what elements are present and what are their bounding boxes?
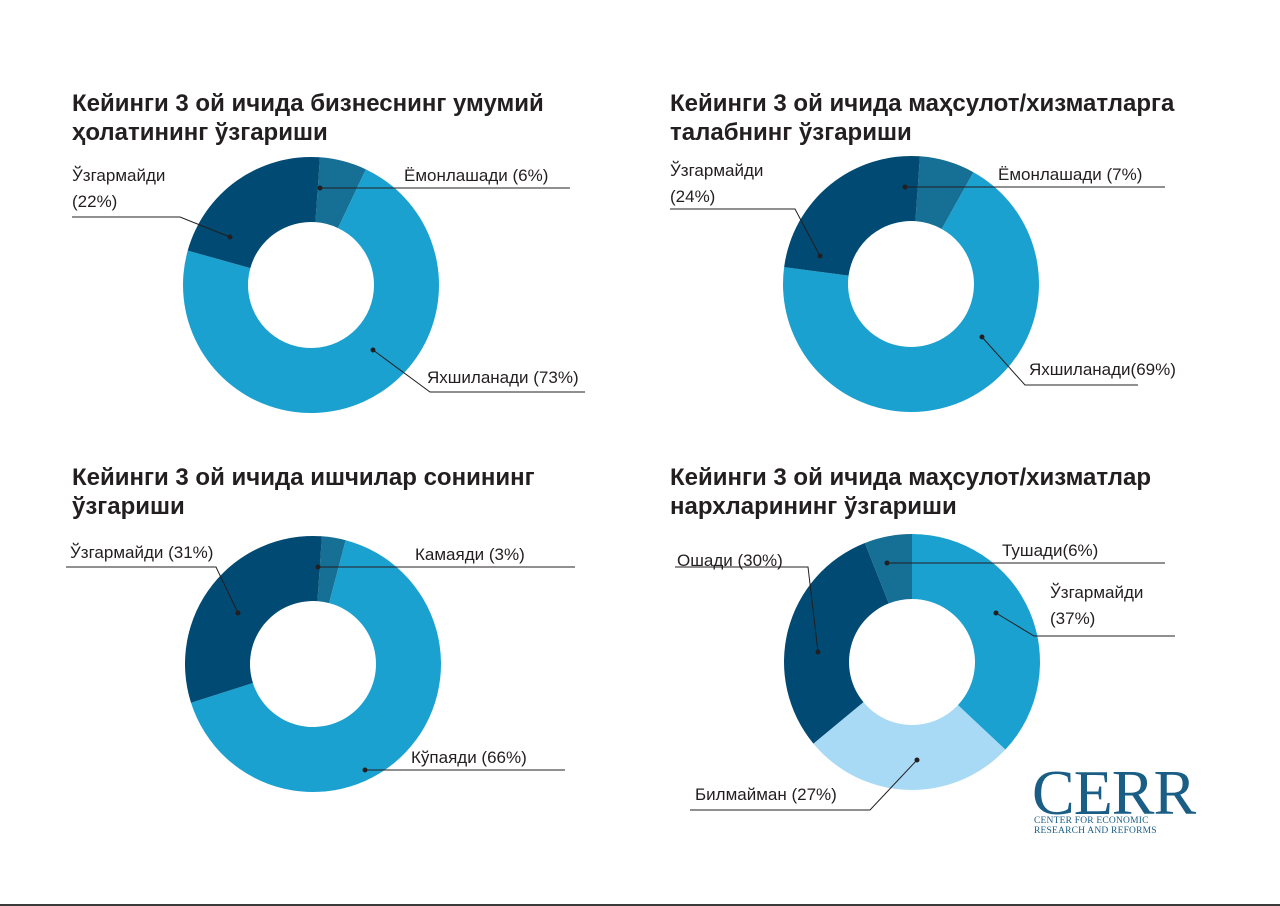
donut-slice-1 xyxy=(915,156,974,230)
donut-slice-1 xyxy=(912,534,1040,750)
callout-line-3 xyxy=(66,566,239,614)
callout-dot-3 xyxy=(815,649,821,655)
slice-label-1: Ўзгармайди (37%) xyxy=(1050,582,1143,628)
callout-dot-2 xyxy=(979,334,985,340)
slice-label-2: Яхшиланади (73%) xyxy=(427,368,579,387)
donut-slice-1 xyxy=(317,536,346,604)
donut-slice-2 xyxy=(813,702,1006,790)
slice-label-3: Ўзгармайди (31%) xyxy=(70,542,213,562)
slice-label-3: Ошади (30%) xyxy=(677,551,783,570)
slice-label-3: Ўзгармайди (24%) xyxy=(670,160,763,206)
donut-slice-3 xyxy=(784,156,920,276)
callout-dot-2 xyxy=(914,757,920,763)
logo-wordmark: CERR xyxy=(1032,757,1196,828)
callout-line-1 xyxy=(995,612,1175,637)
donut-chart-demand: Ёмонлашади (7%) Яхшиланади(69%) Ўзгармайди… xyxy=(670,156,1176,412)
slice-label-1: Ёмонлашади (6%) xyxy=(404,166,548,185)
logo-subtitle-line-2: RESEARCH AND REFORMS xyxy=(1034,826,1157,836)
callout-dot-1 xyxy=(993,610,999,616)
donut-slice-1 xyxy=(315,157,366,229)
callout-dot-2 xyxy=(362,767,368,773)
callout-dot-1 xyxy=(315,564,321,570)
bottom-divider xyxy=(0,904,1280,906)
donut-slice-2 xyxy=(783,172,1039,412)
slice-label-2: Яхшиланади(69%) xyxy=(1029,360,1176,379)
callout-line-2 xyxy=(372,349,585,393)
donut-chart-prices: Ўзгармайди (37%) Билмайман (27%) Ошади (30%… xyxy=(675,534,1175,811)
callout-dot-3 xyxy=(235,610,241,616)
callout-dot-2 xyxy=(370,347,376,353)
chart-1-title: Кейинги 3 ой ичида бизнеснинг умумий ҳол… xyxy=(72,90,544,146)
slice-label-1: Ёмонлашади (7%) xyxy=(998,165,1142,184)
callout-dot-3 xyxy=(817,253,823,259)
chart-3-title: Кейинги 3 ой ичида ишчилар сонининг ўзга… xyxy=(72,464,535,520)
callout-line-3 xyxy=(72,216,231,238)
cerr-logo: CERR CENTER FOR ECONOMIC RESEARCH AND RE… xyxy=(1032,760,1232,840)
donut-slice-4 xyxy=(864,534,912,604)
callout-line-3 xyxy=(670,208,821,257)
donut-slice-2 xyxy=(190,540,441,792)
slice-label-2: Кўпаяди (66%) xyxy=(411,748,527,767)
slice-label-4: Тушади(6%) xyxy=(1002,541,1098,560)
donut-chart-employees: Камаяди (3%) Кўпаяди (66%) Ўзгармайди (31%… xyxy=(66,536,575,792)
chart-2-title: Кейинги 3 ой ичида маҳсулот/хизматларга … xyxy=(670,90,1175,146)
donut-chart-business-state: Ёмонлашади (6%) Яхшиланади (73%) Ўзгармайд… xyxy=(72,157,585,413)
callout-line-2 xyxy=(690,759,918,811)
callout-dot-1 xyxy=(902,184,908,190)
slice-label-1: Камаяди (3%) xyxy=(415,545,525,564)
callout-line-3 xyxy=(675,566,819,653)
donut-slice-3 xyxy=(784,542,889,744)
callout-dot-1 xyxy=(317,185,323,191)
donut-slice-3 xyxy=(187,157,320,269)
callout-dot-4 xyxy=(884,560,890,566)
chart-4-title: Кейинги 3 ой ичида маҳсулот/хизматлар на… xyxy=(670,464,1152,520)
slice-label-2: Билмайман (27%) xyxy=(695,785,837,804)
callout-dot-3 xyxy=(227,234,233,240)
donut-slice-3 xyxy=(185,536,322,703)
callout-line-2 xyxy=(981,336,1138,386)
logo-subtitle-line-1: CENTER FOR ECONOMIC xyxy=(1034,816,1149,826)
slice-label-3: Ўзгармайди (22%) xyxy=(72,165,165,211)
